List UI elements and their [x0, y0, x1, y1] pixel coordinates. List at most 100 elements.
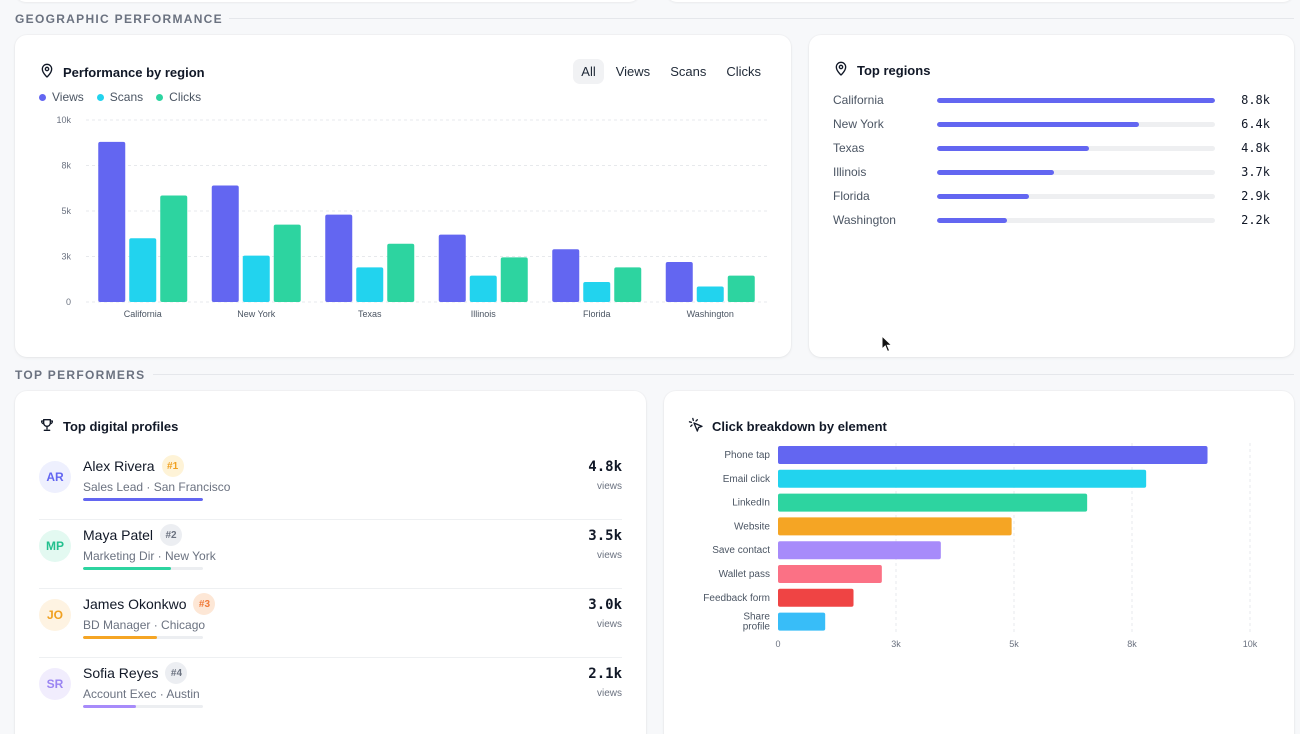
bar-views-texas[interactable] — [325, 214, 353, 302]
legend-item-scans: Scans — [96, 90, 144, 104]
region-progress-fill — [937, 97, 1215, 103]
y-tick-label: 8k — [61, 161, 71, 171]
bar-views-florida[interactable] — [552, 249, 580, 302]
map-pin-icon — [833, 61, 849, 80]
bar-scans-texas[interactable] — [356, 267, 384, 302]
bar-views-california[interactable] — [98, 141, 126, 302]
region-progress-track — [937, 217, 1215, 223]
filter-all[interactable]: All — [573, 59, 604, 84]
profile-progress-fill — [83, 705, 136, 708]
y-tick-label: Wallet pass — [719, 569, 770, 580]
y-tick-label: Save contact — [712, 545, 770, 556]
filter-clicks[interactable]: Clicks — [726, 64, 761, 79]
profile-name: Sofia Reyes — [83, 665, 159, 681]
profile-row[interactable]: SR Sofia Reyes #4 Account Exec · Austin 2.1k… — [39, 658, 622, 727]
bar-scans-new-york[interactable] — [242, 255, 270, 302]
rank-badge: #3 — [193, 593, 216, 615]
avatar: JO — [39, 599, 71, 631]
region-progress-fill — [937, 121, 1140, 127]
profile-name: James Okonkwo — [83, 596, 187, 612]
y-tick-label: Feedback form — [703, 593, 770, 604]
cursor-click-icon — [688, 417, 704, 436]
legend-label: Views — [52, 90, 84, 104]
bar-clicks-florida[interactable] — [614, 267, 642, 302]
profile-name-row: James Okonkwo #3 — [83, 593, 216, 615]
bar-scans-illinois[interactable] — [469, 275, 497, 302]
legend-item-views: Views — [39, 90, 84, 104]
bar-save-contact[interactable] — [778, 541, 941, 560]
section-divider — [153, 374, 1294, 375]
avatar: SR — [39, 668, 71, 700]
bar-clicks-new-york[interactable] — [273, 224, 301, 302]
bar-feedback-form[interactable] — [778, 588, 854, 607]
region-name: Washington — [833, 213, 896, 227]
region-bar-chart: 0 3k 5k 8k 10k California New York Texas Illinoi… — [56, 115, 767, 319]
filter-scans[interactable]: Scans — [670, 64, 707, 79]
legend-label: Scans — [109, 90, 144, 104]
card-title: Performance by region — [63, 65, 205, 80]
region-name: Illinois — [833, 165, 867, 179]
y-tick-label: Website — [734, 521, 770, 532]
region-name: Florida — [833, 189, 870, 203]
region-value: 2.2k — [1241, 213, 1270, 227]
legend-dot — [39, 93, 46, 101]
section-title-top-performers: TOP PERFORMERS — [15, 368, 146, 382]
region-progress-track — [937, 145, 1215, 151]
bar-clicks-illinois[interactable] — [500, 257, 528, 302]
profile-row[interactable]: MP Maya Patel #2 Marketing Dir · New York 3.… — [39, 520, 622, 589]
x-tick-label: 10k — [1243, 639, 1258, 649]
x-tick-label: 8k — [1127, 639, 1137, 649]
performance-by-region-card: Performance by region All Views Scans Cl… — [15, 35, 791, 357]
card-title: Click breakdown by element — [712, 419, 887, 434]
profile-progress-fill — [83, 567, 171, 570]
x-tick-label: 3k — [891, 639, 901, 649]
card-header: Click breakdown by element — [688, 417, 887, 436]
profile-name-row: Maya Patel #2 — [83, 524, 183, 546]
bar-linkedin[interactable] — [778, 493, 1088, 512]
map-pin-icon — [39, 63, 55, 82]
filter-views[interactable]: Views — [615, 64, 651, 79]
region-progress-fill — [937, 217, 1007, 223]
region-name: Texas — [833, 141, 865, 155]
section-title-geographic: GEOGRAPHIC PERFORMANCE — [15, 12, 223, 26]
profile-views-value: 4.8k — [588, 459, 622, 475]
bar-scans-florida[interactable] — [583, 281, 611, 302]
y-tick-label: 3k — [61, 252, 71, 262]
bar-scans-california[interactable] — [129, 238, 157, 302]
bar-wallet-pass[interactable] — [778, 565, 882, 583]
profile-views-unit: views — [596, 619, 622, 630]
profile-views-unit: views — [596, 688, 622, 699]
card-title: Top regions — [857, 63, 931, 78]
card-header: Top regions — [833, 61, 930, 80]
y-tick-label: LinkedIn — [732, 498, 770, 509]
profile-views-value: 3.5k — [588, 528, 622, 544]
y-tick-label: 5k — [61, 206, 71, 216]
legend-dot — [96, 93, 104, 101]
profile-role: BD Manager · Chicago — [83, 618, 206, 632]
top-digital-profiles-card: Top digital profiles AR Alex Rivera #1 Sale… — [15, 391, 646, 734]
legend-dot — [156, 93, 164, 101]
bar-clicks-california[interactable] — [160, 195, 188, 302]
profile-views-value: 2.1k — [588, 666, 622, 682]
profile-name-row: Alex Rivera #1 — [83, 455, 184, 477]
bar-website[interactable] — [778, 517, 1012, 536]
bar-clicks-washington[interactable] — [727, 275, 755, 302]
profile-row[interactable]: JO James Okonkwo #3 BD Manager · Chicago 3.0… — [39, 589, 622, 658]
bar-views-illinois[interactable] — [438, 234, 466, 302]
section-divider — [229, 18, 1294, 19]
bar-clicks-texas[interactable] — [387, 243, 415, 302]
filter-tabs: All Views Scans Clicks — [573, 59, 769, 84]
bar-share-profile[interactable] — [778, 612, 826, 631]
y-tick-label: Share profile — [743, 612, 771, 633]
bar-views-new-york[interactable] — [211, 185, 239, 302]
profile-progress-track — [83, 636, 203, 639]
bar-phone-tap[interactable] — [778, 446, 1208, 464]
profile-row[interactable]: AR Alex Rivera #1 Sales Lead · San Francisc… — [39, 451, 622, 520]
previous-card-left — [15, 0, 640, 2]
legend-label: Clicks — [169, 90, 202, 104]
profile-role: Account Exec · Austin — [83, 687, 200, 701]
bar-email-click[interactable] — [778, 469, 1147, 488]
bar-scans-washington[interactable] — [696, 286, 724, 302]
region-progress-track — [937, 193, 1215, 199]
bar-views-washington[interactable] — [665, 261, 693, 302]
